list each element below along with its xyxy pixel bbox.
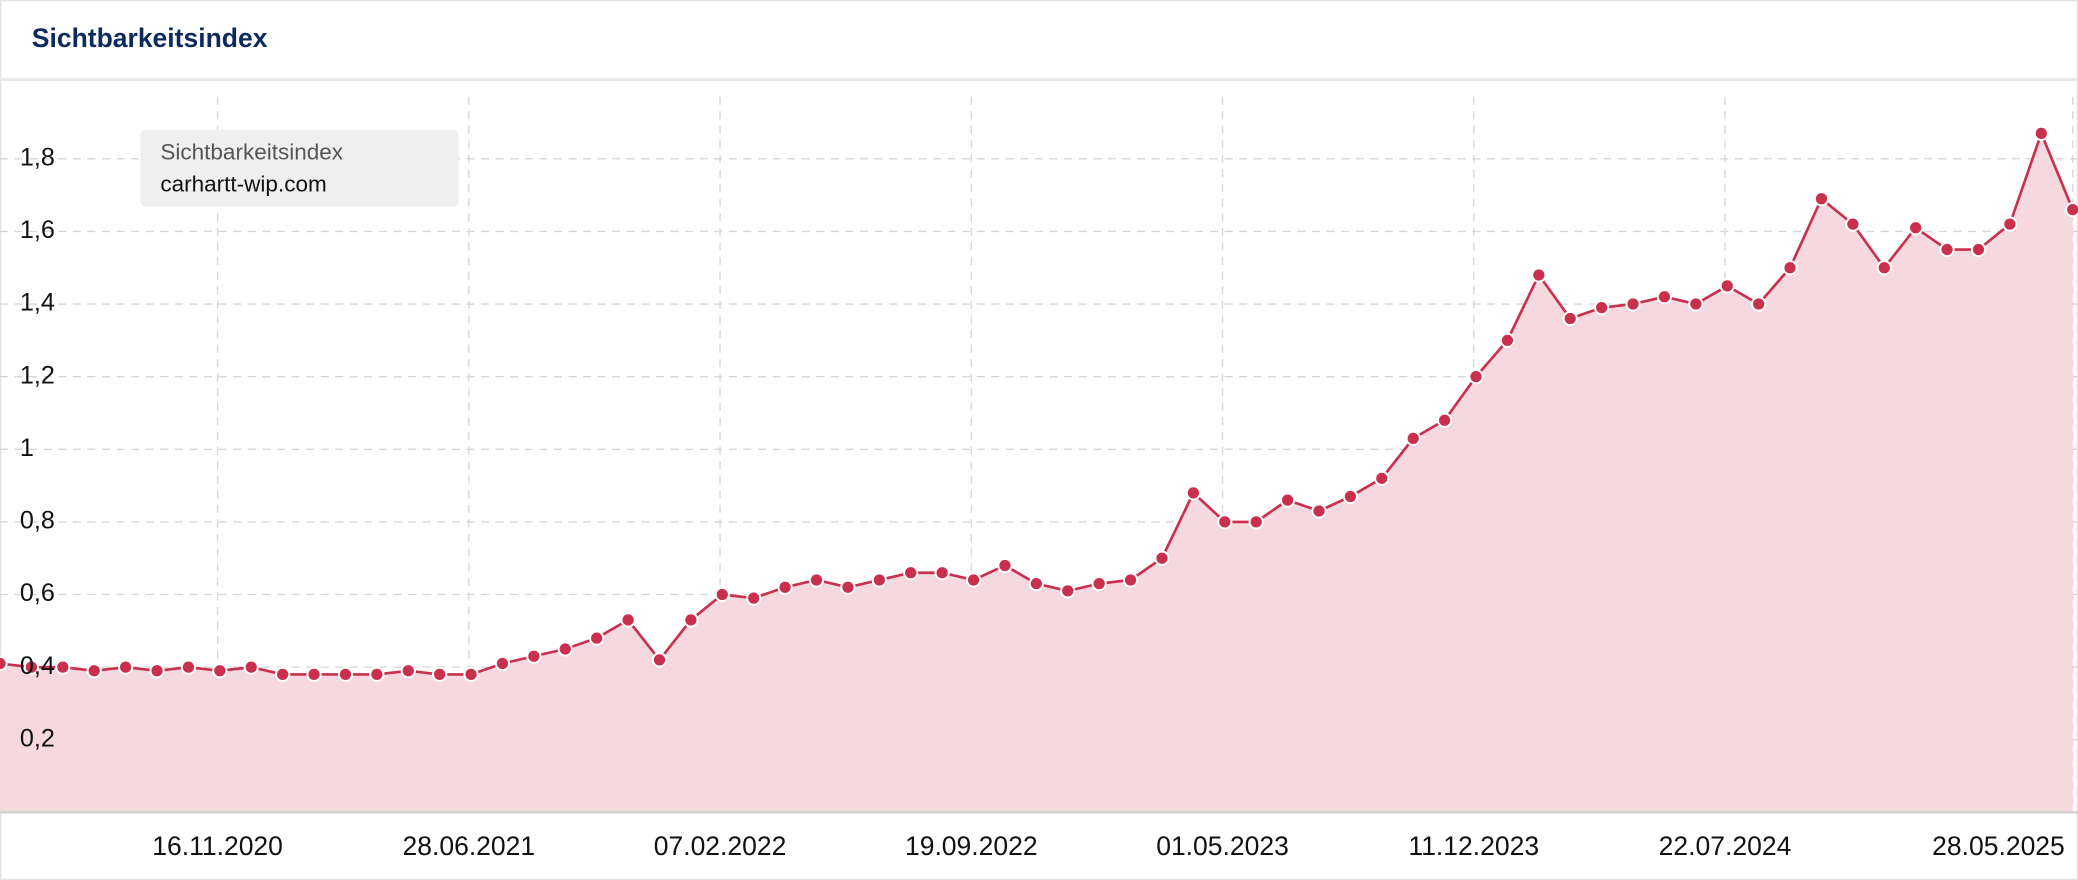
data-point [337,666,354,683]
data-point [1845,216,1861,232]
data-point [934,565,950,581]
x-tick-label: 28.05.2025 [1932,831,2065,861]
data-point [1656,289,1673,305]
x-tick-label: 11.12.2023 [1408,831,1539,861]
data-point [1688,296,1704,312]
data-point [1719,278,1735,294]
data-point [23,659,40,675]
y-tick-label: 0,6 [20,579,55,607]
data-point [212,663,228,679]
x-tick-label: 07.02.2022 [654,831,787,861]
data-point [1625,296,1641,312]
data-point [683,612,699,628]
data-point [1782,260,1798,276]
legend-title: Sichtbarkeitsindex [160,140,343,165]
data-point [369,666,385,683]
data-point [840,579,856,595]
y-tick-label: 0,8 [20,507,55,535]
data-point [55,659,71,675]
data-point [1939,241,1955,258]
data-point [1154,550,1170,566]
data-point [1248,514,1264,530]
y-tick-label: 1,2 [20,361,55,389]
data-point [494,655,511,672]
data-point [1342,488,1359,505]
data-point [1279,492,1296,508]
data-point [997,557,1013,574]
data-point [2065,201,2078,218]
data-point [871,572,887,588]
data-point [1217,514,1233,530]
data-point [400,663,416,679]
data-point [432,666,448,683]
data-point [1562,310,1578,327]
data-point [1405,430,1421,447]
x-tick-label: 28.06.2021 [403,831,536,861]
data-point [557,641,573,657]
chart-title: Sichtbarkeitsindex [32,23,268,53]
data-point [2033,125,2049,141]
y-tick-label: 1,6 [20,216,55,244]
data-point [149,663,165,679]
x-tick-label: 16.11.2020 [152,831,283,861]
data-point [965,572,982,588]
data-point [1436,412,1453,428]
data-point [620,612,636,628]
data-point [903,565,919,581]
data-point [1908,220,1924,236]
data-point [86,663,102,679]
data-point [651,652,668,668]
data-point [1751,296,1767,312]
x-tick-label: 01.05.2023 [1156,831,1289,861]
data-point [1091,576,1107,592]
y-tick-label: 0,4 [20,652,55,680]
data-point [306,666,322,683]
area [0,133,2073,813]
data-point [1813,191,1830,207]
data-point [1499,332,1516,348]
data-point [1876,260,1892,276]
data-point [1531,267,1547,283]
data-point [0,655,8,672]
data-point [714,586,730,603]
y-tick-label: 0,2 [20,724,55,752]
data-point [1594,300,1610,316]
data-point [1468,369,1484,385]
data-point [180,659,197,675]
data-point [589,630,605,646]
x-tick-label: 22.07.2024 [1659,831,1792,861]
x-tick-label: 19.09.2022 [905,831,1038,861]
legend-entry: carhartt-wip.com [160,172,326,197]
data-point [275,666,291,683]
data-point [463,666,479,683]
y-tick-label: 1,8 [20,143,55,171]
data-point [1374,470,1390,486]
data-point [808,572,825,588]
data-point [2002,216,2018,232]
data-point [1060,583,1076,599]
data-point [1185,485,1201,501]
data-point [1028,576,1044,592]
data-point [117,659,134,675]
y-tick-label: 1,4 [20,289,55,317]
data-point [243,659,259,675]
data-point [746,590,762,606]
data-point [526,648,542,664]
data-point [1122,572,1139,588]
data-point [1970,241,1987,258]
data-point [777,579,793,595]
legend-box [140,129,459,207]
y-tick-label: 1 [20,434,34,462]
data-point [1311,503,1327,519]
